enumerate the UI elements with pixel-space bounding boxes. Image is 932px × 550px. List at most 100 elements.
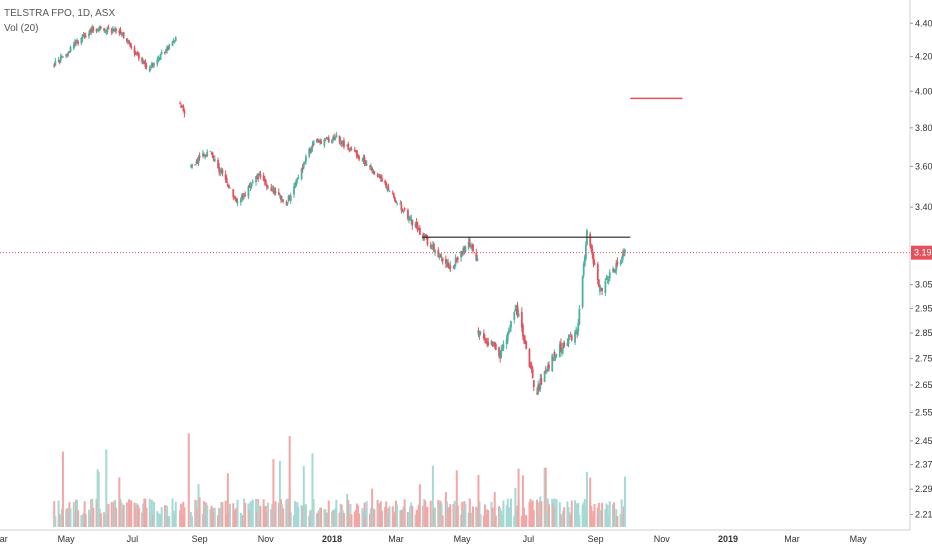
volume-bar: [180, 503, 183, 527]
candle: [515, 304, 518, 312]
candle-body: [54, 61, 57, 66]
candle: [576, 328, 579, 336]
volume-bar: [68, 502, 71, 527]
volume-bar: [562, 511, 565, 527]
candle: [385, 181, 388, 189]
candle-body: [589, 233, 592, 246]
candle-body: [372, 169, 375, 173]
candle-body: [126, 38, 128, 42]
volume-bar: [423, 499, 426, 527]
candle-body: [277, 192, 280, 195]
candle: [267, 185, 269, 189]
candle-body: [194, 164, 197, 166]
candle: [80, 37, 83, 46]
candle-body: [318, 140, 320, 143]
candle: [248, 183, 251, 189]
candle: [433, 242, 435, 253]
volume-bar: [209, 509, 212, 527]
volume-bar: [153, 501, 156, 527]
volume-bar: [432, 508, 435, 527]
candle: [414, 221, 417, 229]
candle-body: [546, 365, 549, 372]
candle-body: [309, 148, 312, 151]
candle-body: [281, 199, 283, 201]
candle: [280, 195, 282, 203]
volume-bar: [434, 507, 437, 527]
candle: [277, 188, 280, 196]
volume-bar: [414, 514, 417, 527]
candle: [402, 209, 405, 214]
candle-body: [484, 339, 486, 341]
candle: [166, 45, 168, 54]
volume-bar: [365, 501, 368, 527]
volume-bar: [463, 500, 466, 527]
candle-body: [59, 56, 62, 61]
volume-bar: [156, 511, 159, 527]
candle-body: [426, 236, 429, 245]
candle: [477, 327, 480, 338]
candle: [152, 62, 154, 68]
volume-bar: [410, 502, 413, 527]
volume-bar: [91, 498, 94, 527]
volume-bar: [195, 500, 198, 527]
volume-bar: [417, 504, 420, 527]
volume-bar: [84, 514, 87, 527]
candle-body: [575, 331, 577, 333]
volume-bar: [464, 503, 467, 527]
volume-bar: [90, 499, 93, 527]
volume-bar: [440, 503, 443, 527]
price-axis[interactable]: 4.40 4.20 4.00 3.80 3.60 3.40 3.19 3.05 2.95 2.85…: [909, 0, 932, 530]
candle-body: [619, 262, 622, 264]
candle: [128, 39, 131, 45]
candle: [522, 323, 524, 340]
candle-body: [168, 44, 171, 49]
candle-body: [324, 139, 327, 141]
candle-body: [371, 167, 374, 171]
volume-bar: [399, 510, 402, 527]
time-axis[interactable]: Mar May Jul Sep Nov 2018 Mar May Jul Sep Nov 2019 Ma…: [0, 529, 910, 544]
candle: [98, 25, 101, 32]
candle: [168, 43, 171, 51]
candle: [338, 135, 341, 145]
candle-body: [302, 163, 305, 168]
candle-body: [288, 197, 291, 200]
volume-bar: [577, 502, 580, 527]
volume-bar: [422, 505, 425, 527]
candle: [191, 163, 193, 169]
candle: [447, 258, 449, 268]
candle: [220, 167, 223, 175]
candle: [75, 39, 77, 47]
volume-bar: [490, 501, 493, 527]
candle-body: [300, 168, 303, 180]
candle: [107, 24, 110, 30]
candle-body: [77, 41, 80, 44]
candle-body: [92, 27, 95, 31]
volume-bar: [330, 511, 333, 527]
candle: [145, 63, 148, 70]
volume-bar: [54, 516, 57, 527]
volume-bar: [438, 503, 441, 527]
price-tick-label: 4.20: [915, 51, 932, 61]
volume-bar: [65, 509, 68, 527]
volume-bar: [582, 502, 585, 527]
candle: [619, 259, 622, 267]
volume-bar: [66, 508, 69, 527]
volume-bar: [341, 510, 344, 527]
candle: [160, 49, 163, 55]
volume-bar: [87, 509, 90, 527]
candle: [596, 261, 599, 285]
candle-body: [530, 365, 533, 370]
candle-body: [523, 335, 525, 342]
candle: [599, 284, 601, 296]
candle: [196, 157, 199, 165]
candle: [120, 32, 123, 37]
candle: [409, 215, 412, 221]
volume-bar: [317, 510, 320, 527]
candle: [354, 149, 357, 154]
candle: [69, 45, 72, 53]
candle-body: [206, 151, 209, 157]
volume-bar: [516, 505, 519, 527]
volume-bar: [605, 503, 608, 527]
